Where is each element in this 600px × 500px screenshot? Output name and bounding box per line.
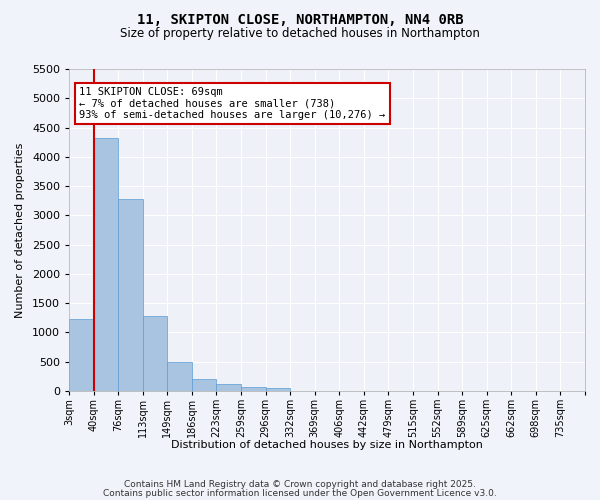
Bar [167, 362, 192, 391]
X-axis label: Distribution of detached houses by size in Northampton: Distribution of detached houses by size … [171, 440, 483, 450]
Y-axis label: Number of detached properties: Number of detached properties [15, 142, 25, 318]
Text: Contains public sector information licensed under the Open Government Licence v3: Contains public sector information licen… [103, 488, 497, 498]
Bar [143, 316, 167, 391]
Bar [192, 380, 217, 391]
Text: 11, SKIPTON CLOSE, NORTHAMPTON, NN4 0RB: 11, SKIPTON CLOSE, NORTHAMPTON, NN4 0RB [137, 12, 463, 26]
Text: 11 SKIPTON CLOSE: 69sqm
← 7% of detached houses are smaller (738)
93% of semi-de: 11 SKIPTON CLOSE: 69sqm ← 7% of detached… [79, 86, 386, 120]
Bar [217, 384, 241, 391]
Text: Contains HM Land Registry data © Crown copyright and database right 2025.: Contains HM Land Registry data © Crown c… [124, 480, 476, 489]
Text: Size of property relative to detached houses in Northampton: Size of property relative to detached ho… [120, 28, 480, 40]
Bar [266, 388, 290, 391]
Bar [94, 138, 118, 391]
Bar [241, 388, 266, 391]
Bar [118, 199, 143, 391]
Bar [69, 320, 94, 391]
